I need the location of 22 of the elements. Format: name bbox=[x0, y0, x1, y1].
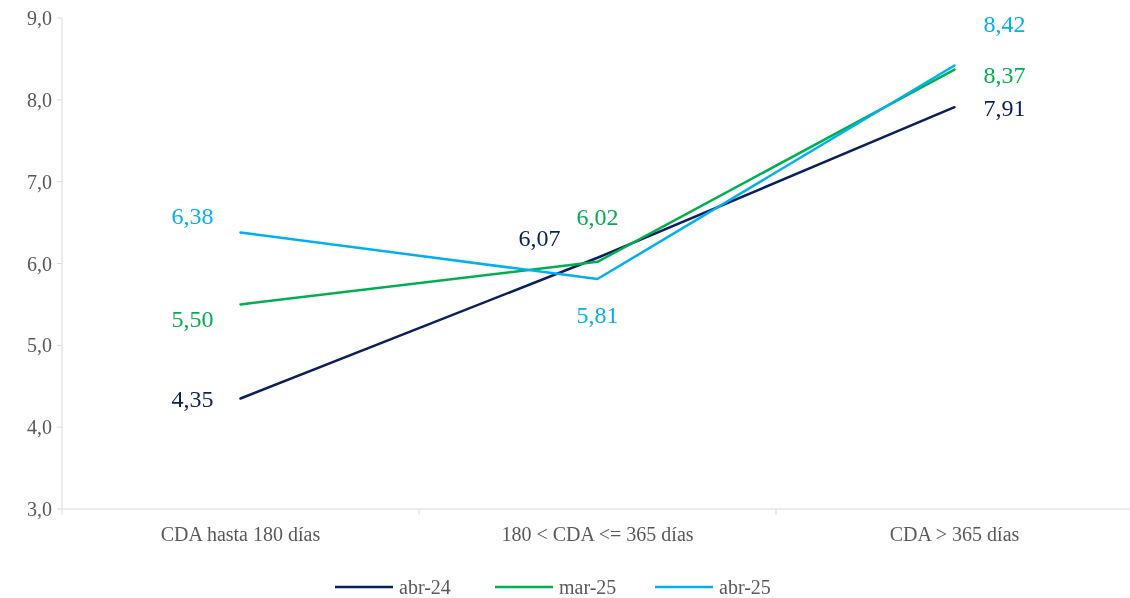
y-tick-label: 5,0 bbox=[27, 334, 52, 357]
legend-label: abr-25 bbox=[719, 576, 771, 598]
legend-label: abr-24 bbox=[399, 576, 451, 598]
data-label: 8,42 bbox=[983, 10, 1026, 37]
x-tick-label: CDA hasta 180 días bbox=[160, 523, 321, 545]
x-tick-label: 180 < CDA <= 365 días bbox=[501, 523, 694, 545]
data-label: 8,37 bbox=[983, 61, 1026, 88]
data-label: 7,91 bbox=[983, 94, 1026, 121]
data-label: 6,02 bbox=[576, 204, 619, 231]
legend-label: mar-25 bbox=[559, 576, 617, 598]
y-tick-label: 3,0 bbox=[27, 498, 52, 520]
y-tick-label: 7,0 bbox=[27, 170, 52, 193]
data-label: 6,38 bbox=[171, 202, 214, 229]
y-tick-label: 9,0 bbox=[27, 7, 52, 29]
data-label: 5,81 bbox=[576, 302, 619, 329]
x-tick-label: CDA > 365 días bbox=[889, 523, 1020, 545]
data-label: 5,50 bbox=[171, 305, 214, 332]
data-label: 4,35 bbox=[171, 385, 214, 412]
y-tick-label: 6,0 bbox=[27, 252, 52, 275]
y-tick-label: 8,0 bbox=[27, 88, 52, 111]
data-label: 6,07 bbox=[518, 225, 561, 252]
y-tick-label: 4,0 bbox=[27, 416, 52, 439]
